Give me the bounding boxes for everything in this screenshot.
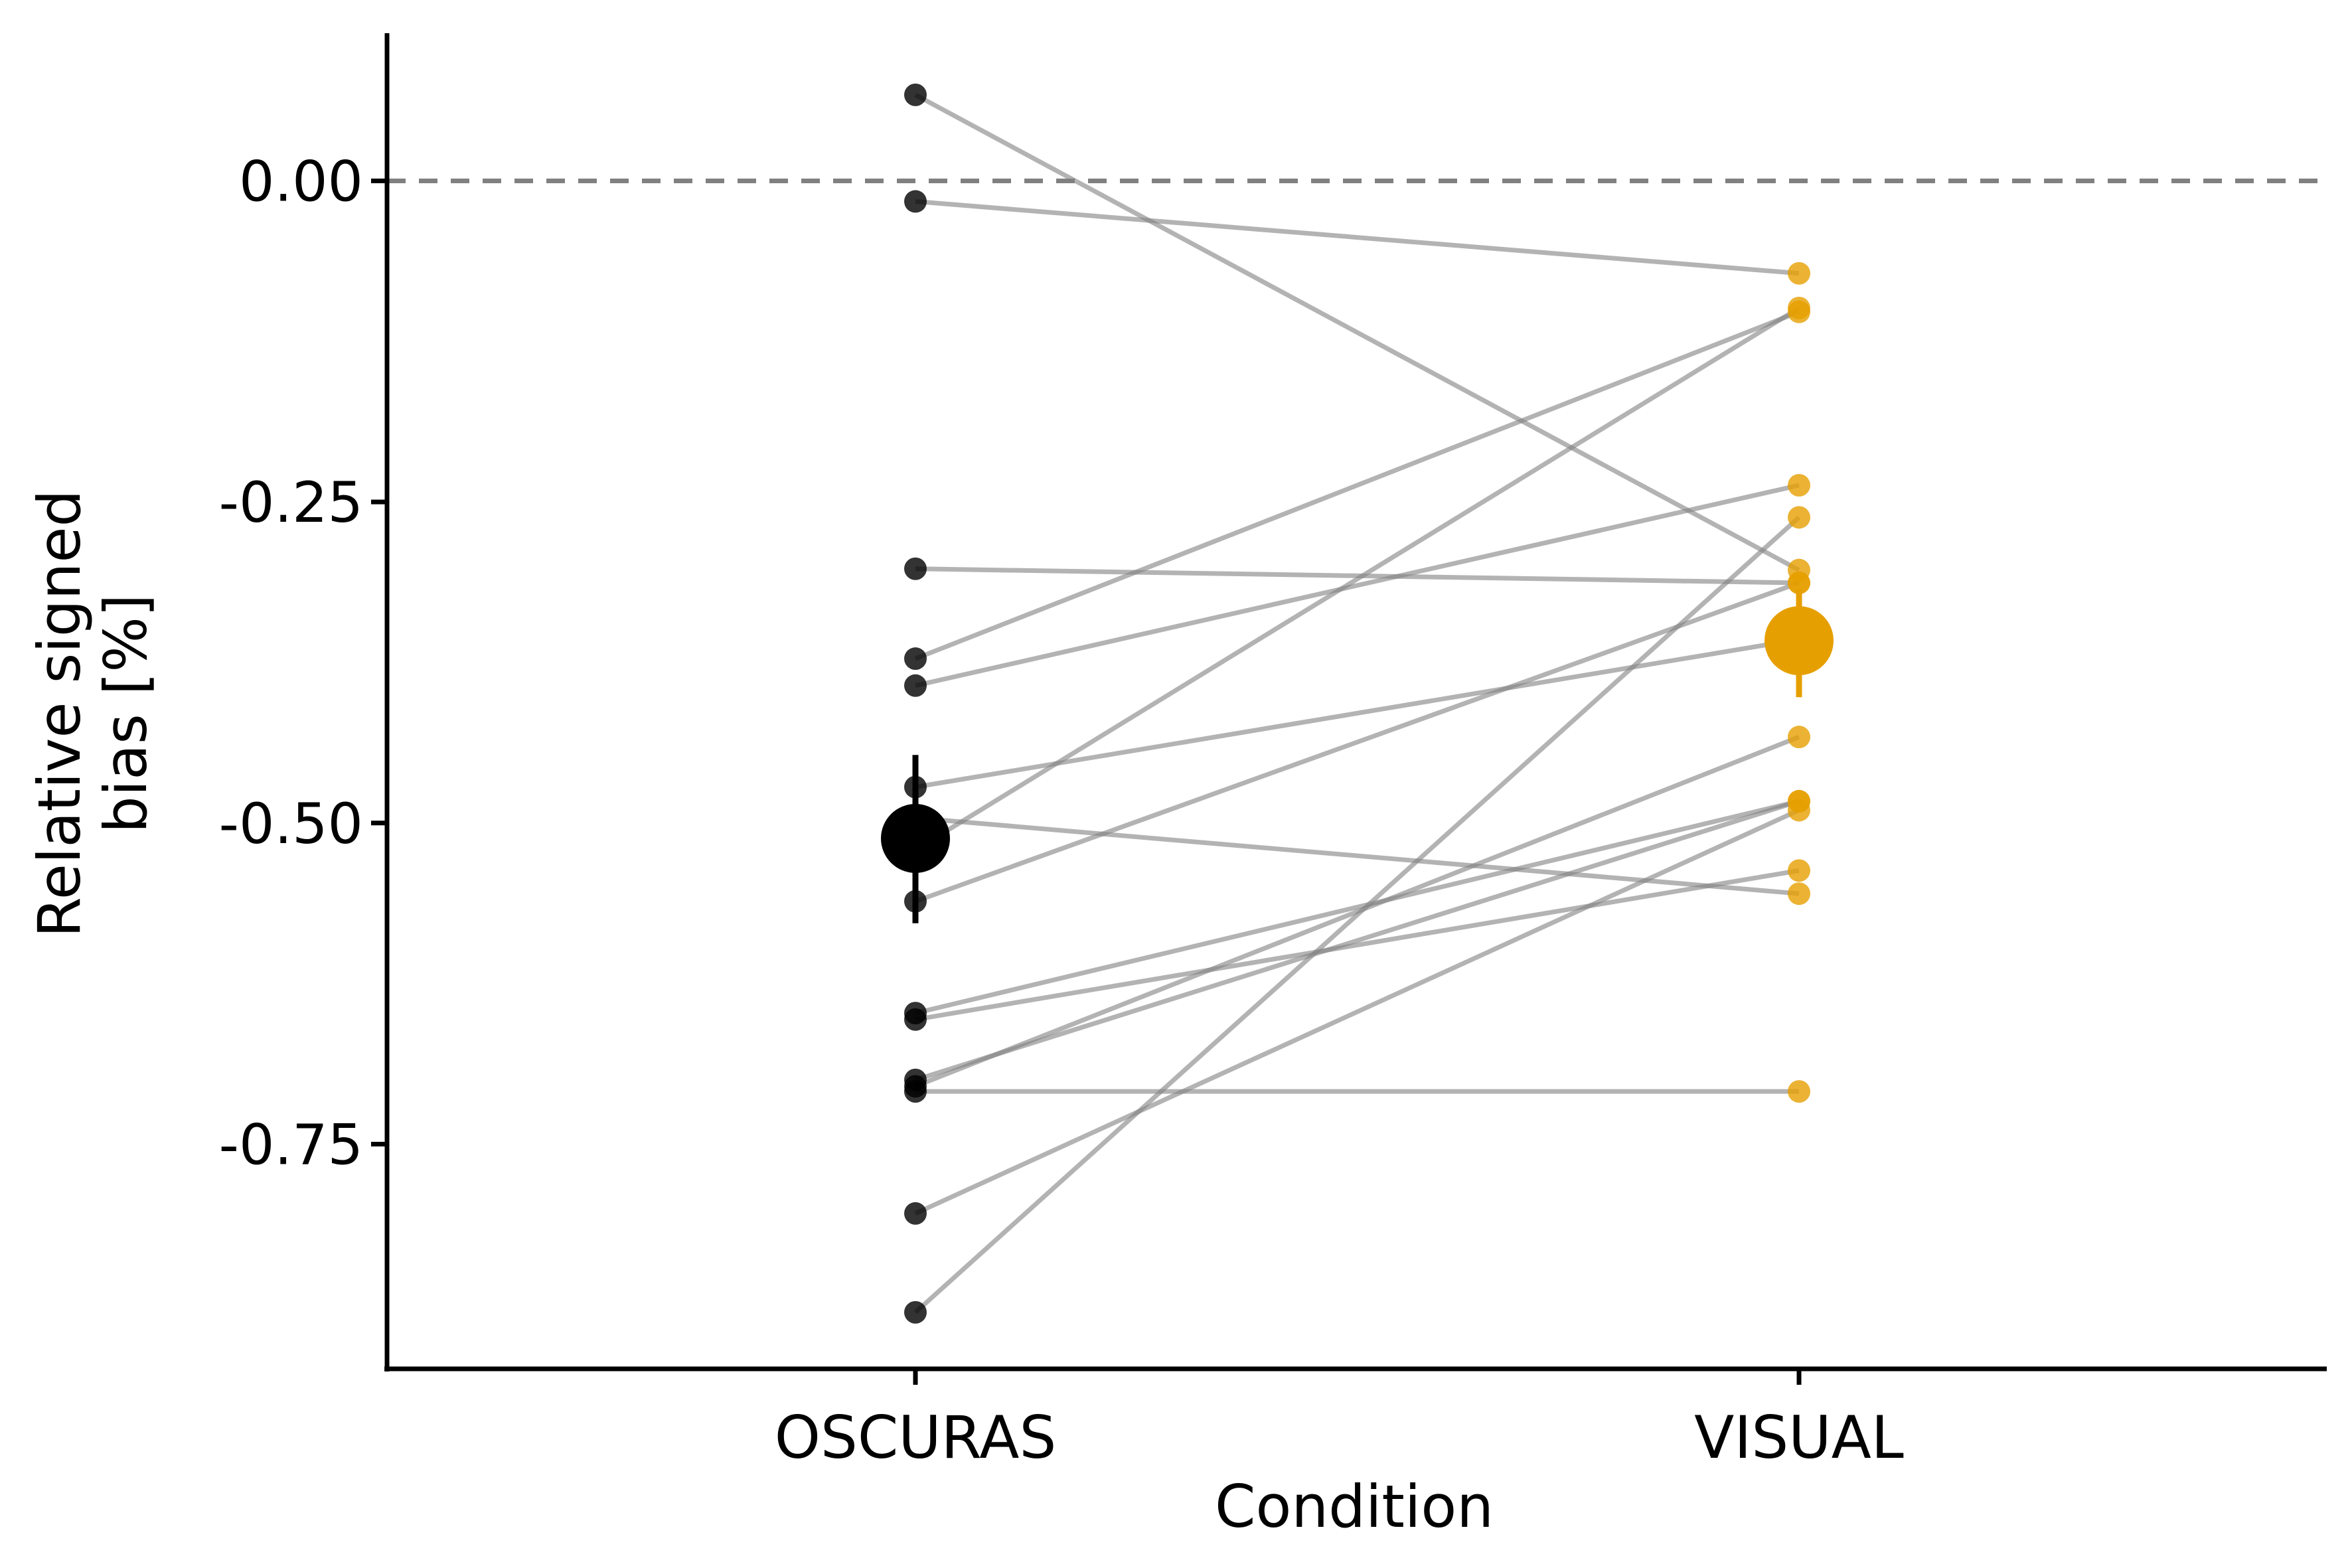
point-visual — [1788, 799, 1810, 822]
paired-line — [915, 868, 1800, 1022]
point-oscuras — [904, 83, 927, 106]
paired-line — [914, 580, 1800, 904]
paired-line — [915, 483, 1800, 688]
y-tick-label: 0.00 — [239, 149, 363, 214]
x-tick-label-oscuras: OSCURAS — [775, 1403, 1057, 1472]
point-oscuras — [904, 190, 927, 213]
point-visual — [1788, 1080, 1810, 1103]
paired-line — [913, 515, 1801, 1314]
paired-line — [915, 799, 1800, 1016]
point-oscuras — [904, 1080, 927, 1103]
y-tick-label: -0.50 — [219, 791, 363, 856]
point-visual — [1788, 506, 1810, 529]
point-visual — [1788, 572, 1810, 595]
point-oscuras — [904, 1300, 927, 1324]
paired-line — [915, 815, 1800, 896]
mean-point-visual — [1764, 606, 1834, 676]
y-axis-title-line: Relative signed — [25, 490, 94, 938]
paired-line — [914, 808, 1800, 1216]
mean-point-oscuras — [881, 804, 950, 874]
point-oscuras — [904, 647, 927, 670]
point-visual — [1788, 859, 1810, 882]
point-visual — [1788, 726, 1810, 749]
y-tick-label: -0.25 — [219, 470, 363, 535]
paired-line — [915, 566, 1800, 586]
point-oscuras — [904, 674, 927, 697]
y-axis-title: Relative signedbias [%] — [25, 490, 160, 938]
paired-line — [915, 637, 1800, 790]
point-visual — [1788, 473, 1810, 497]
x-tick-label-visual: VISUAL — [1694, 1403, 1904, 1472]
paired-line — [914, 306, 1800, 852]
point-visual — [1788, 882, 1810, 905]
point-visual — [1788, 297, 1810, 320]
paired-line — [915, 198, 1800, 276]
point-visual — [1788, 262, 1810, 285]
point-oscuras — [904, 1202, 927, 1225]
y-axis-title-line: bias [%] — [92, 594, 160, 833]
paired-line — [914, 734, 1800, 1089]
paired-line — [914, 92, 1800, 572]
y-tick-label: -0.75 — [219, 1112, 363, 1177]
point-oscuras — [904, 557, 927, 580]
paired-line — [914, 309, 1800, 661]
point-oscuras — [904, 1008, 927, 1031]
paired-line — [914, 799, 1800, 1083]
x-axis-title: Condition — [1215, 1472, 1494, 1541]
